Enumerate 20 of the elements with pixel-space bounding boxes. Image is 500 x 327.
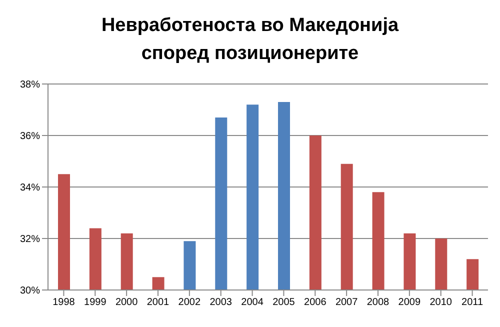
x-tick-label: 2000: [115, 297, 138, 308]
x-tick-label: 2001: [146, 297, 170, 308]
x-tick-label: 2003: [210, 297, 232, 308]
y-tick-label: 38%: [20, 80, 40, 91]
x-tick-label: 2009: [398, 297, 421, 308]
y-tick-label: 32%: [20, 234, 40, 246]
x-tick-label: 2007: [335, 297, 358, 308]
y-tick-label: 34%: [20, 182, 40, 194]
x-tick-label: 2004: [241, 297, 264, 308]
x-tick-label: 2002: [178, 297, 201, 308]
chart-title: Невработеноста во Македонија според позиционерите: [100, 14, 400, 66]
x-tick-label: 2011: [462, 297, 484, 308]
x-tick-label: 1999: [84, 297, 107, 308]
x-tick-label: 2006: [304, 297, 327, 308]
x-tick-label: 2005: [272, 297, 296, 308]
x-tick-label: 2008: [366, 297, 390, 308]
y-tick-label: 36%: [20, 131, 40, 142]
x-tick-label: 1998: [52, 297, 76, 308]
x-tick-label: 2010: [430, 297, 452, 308]
y-tick-label: 30%: [20, 286, 40, 297]
